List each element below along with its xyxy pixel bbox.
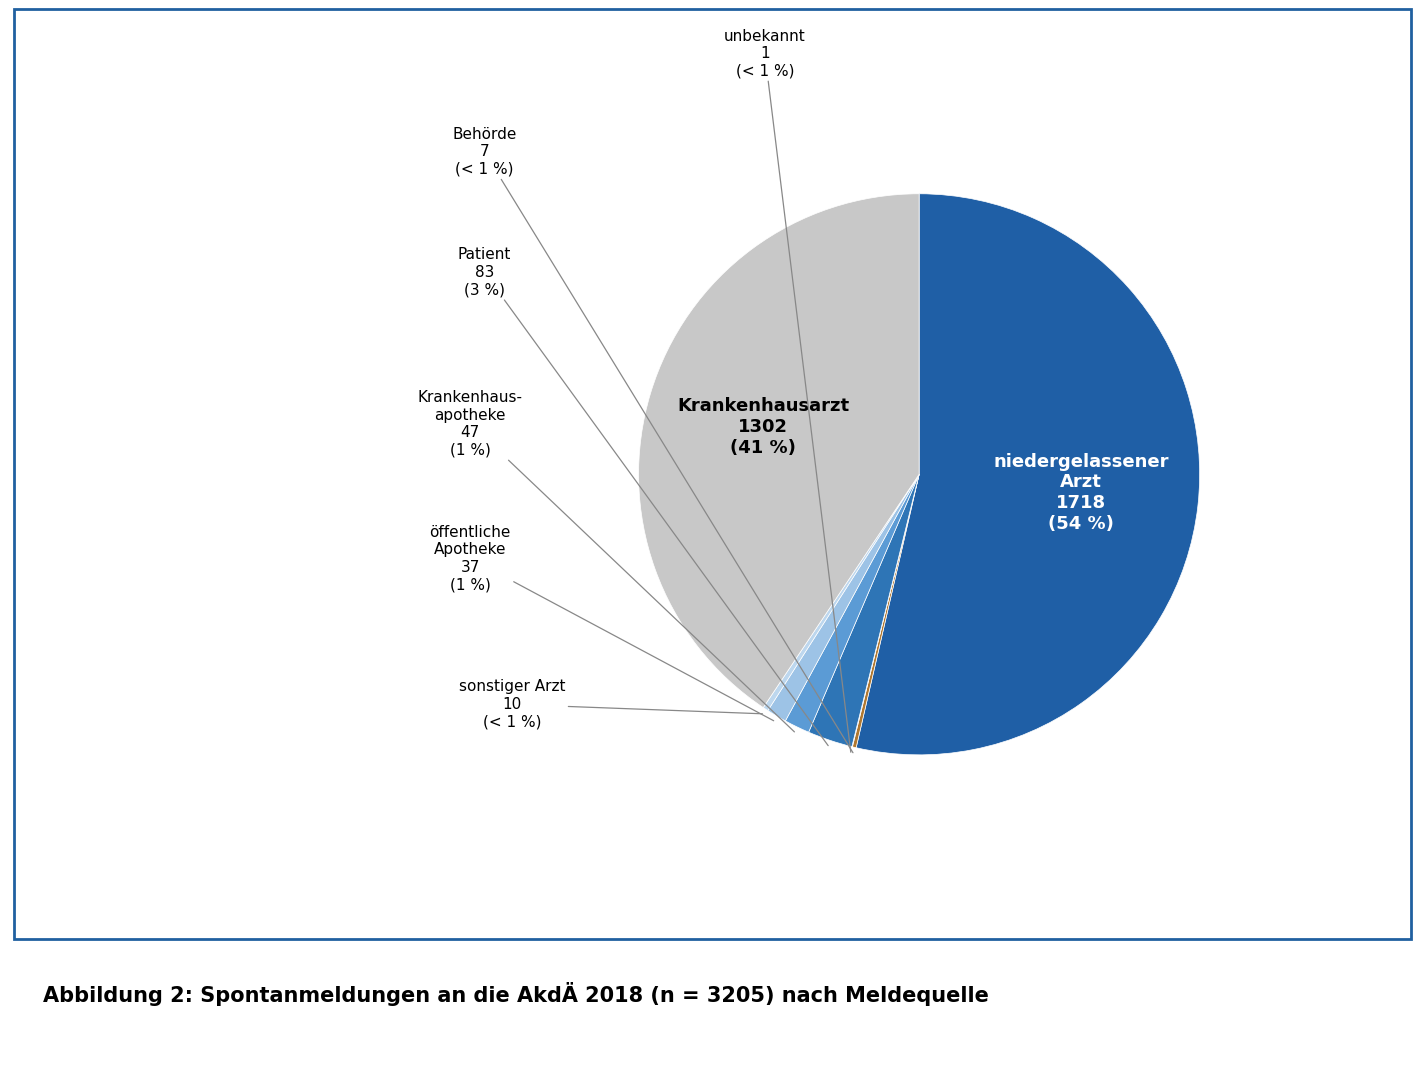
Wedge shape [764,474,919,710]
Text: sonstiger Arzt
10
(< 1 %): sonstiger Arzt 10 (< 1 %) [459,679,762,730]
Wedge shape [638,194,919,707]
Wedge shape [808,474,919,747]
Text: Abbildung 2: Spontanmeldungen an die AkdÄ 2018 (n = 3205) nach Meldequelle: Abbildung 2: Spontanmeldungen an die Akd… [43,982,989,1006]
Text: unbekannt
1
(< 1 %): unbekannt 1 (< 1 %) [724,29,851,752]
Wedge shape [856,194,1200,755]
Wedge shape [852,474,919,747]
FancyBboxPatch shape [14,10,1411,939]
Text: Krankenhaus-
apotheke
47
(1 %): Krankenhaus- apotheke 47 (1 %) [418,390,794,732]
Wedge shape [852,474,919,748]
Wedge shape [768,474,919,721]
Text: Krankenhausarzt
1302
(41 %): Krankenhausarzt 1302 (41 %) [677,398,849,457]
Text: Patient
83
(3 %): Patient 83 (3 %) [457,248,828,746]
Text: niedergelassener
Arzt
1718
(54 %): niedergelassener Arzt 1718 (54 %) [993,453,1168,533]
Wedge shape [785,474,919,732]
Text: Behörde
7
(< 1 %): Behörde 7 (< 1 %) [452,127,854,752]
Text: öffentliche
Apotheke
37
(1 %): öffentliche Apotheke 37 (1 %) [429,525,774,721]
